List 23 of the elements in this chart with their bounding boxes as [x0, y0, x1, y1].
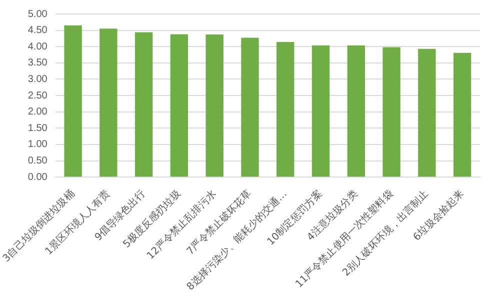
bar	[241, 38, 259, 177]
bar	[347, 45, 365, 177]
y-tick-label: 1.00	[28, 139, 48, 150]
bar	[382, 47, 400, 177]
y-tick-label: 4.00	[28, 41, 48, 52]
bar	[418, 48, 436, 177]
y-tick-label: 3.50	[28, 58, 48, 69]
bar	[453, 52, 472, 177]
bar	[276, 42, 294, 177]
y-tick-label: 0.00	[28, 172, 48, 183]
y-tick-label: 4.50	[28, 25, 48, 36]
y-tick-label: 1.50	[28, 122, 48, 134]
bar	[206, 34, 224, 177]
y-tick-label: 5.00	[28, 8, 48, 20]
y-tick-label: 2.50	[28, 90, 48, 102]
y-tick-label: 3.00	[28, 74, 48, 85]
bar	[100, 28, 118, 177]
bar	[134, 32, 153, 177]
y-tick-label: 0.50	[28, 156, 48, 167]
y-tick-label: 2.00	[28, 106, 48, 118]
bar	[64, 25, 82, 177]
bar	[170, 34, 188, 177]
bar	[312, 45, 330, 177]
